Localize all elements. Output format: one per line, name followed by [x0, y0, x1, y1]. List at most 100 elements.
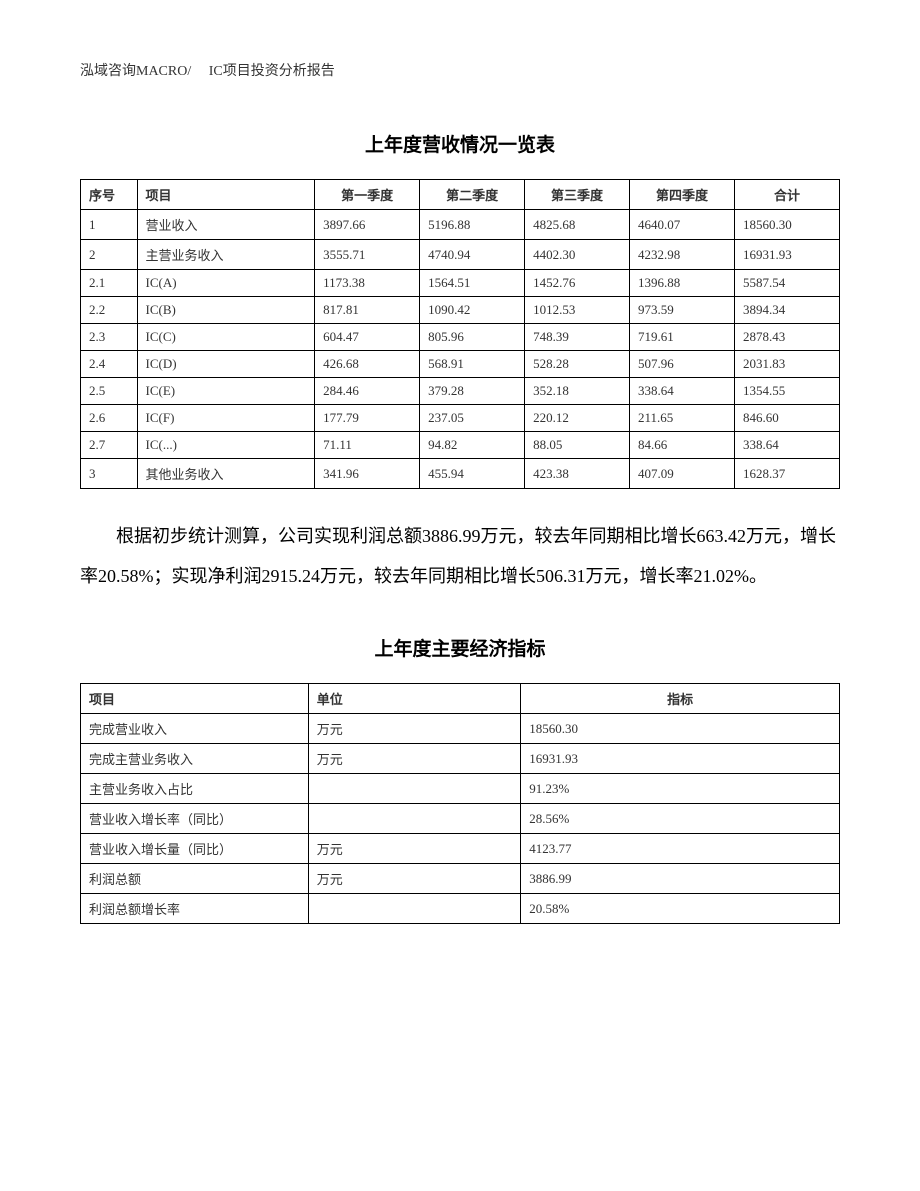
col-header: 第二季度 — [420, 180, 525, 210]
table-cell: 万元 — [308, 744, 521, 774]
col-header: 第一季度 — [315, 180, 420, 210]
table-cell: 2031.83 — [734, 351, 839, 378]
table-cell: 4232.98 — [630, 240, 735, 270]
table-cell: 利润总额增长率 — [81, 894, 309, 924]
table-cell: 426.68 — [315, 351, 420, 378]
table-cell: 20.58% — [521, 894, 840, 924]
table-cell: IC(E) — [137, 378, 315, 405]
table-cell: 338.64 — [734, 432, 839, 459]
table-cell: 万元 — [308, 834, 521, 864]
revenue-table: 序号 项目 第一季度 第二季度 第三季度 第四季度 合计 1营业收入3897.6… — [80, 179, 840, 489]
col-header: 指标 — [521, 684, 840, 714]
table-cell: 846.60 — [734, 405, 839, 432]
table-cell: 237.05 — [420, 405, 525, 432]
table-cell: 3894.34 — [734, 297, 839, 324]
page-header: 泓域咨询MACRO/ IC项目投资分析报告 — [80, 60, 840, 80]
table-cell: 4123.77 — [521, 834, 840, 864]
table-cell: 604.47 — [315, 324, 420, 351]
table-cell: 2.4 — [81, 351, 138, 378]
table-cell: 341.96 — [315, 459, 420, 489]
table-cell: 4402.30 — [525, 240, 630, 270]
col-header: 项目 — [81, 684, 309, 714]
table-row: 3其他业务收入341.96455.94423.38407.091628.37 — [81, 459, 840, 489]
table-cell: 其他业务收入 — [137, 459, 315, 489]
table1-title: 上年度营收情况一览表 — [80, 130, 840, 157]
table-cell: 5587.54 — [734, 270, 839, 297]
table-cell: 1628.37 — [734, 459, 839, 489]
table-row: 主营业务收入占比91.23% — [81, 774, 840, 804]
table-row: 营业收入增长率（同比） 28.56% — [81, 804, 840, 834]
table-cell: 2878.43 — [734, 324, 839, 351]
table-cell: 2.5 — [81, 378, 138, 405]
table-cell: 177.79 — [315, 405, 420, 432]
table-cell — [308, 894, 521, 924]
table-cell: 完成主营业务收入 — [81, 744, 309, 774]
table-cell: 528.28 — [525, 351, 630, 378]
indicators-table: 项目 单位 指标 完成营业收入万元18560.30完成主营业务收入万元16931… — [80, 683, 840, 924]
table-cell: 284.46 — [315, 378, 420, 405]
table-cell: 营业收入 — [137, 210, 315, 240]
table-cell: 2.7 — [81, 432, 138, 459]
table2-title: 上年度主要经济指标 — [80, 634, 840, 661]
table-cell: 完成营业收入 — [81, 714, 309, 744]
table-cell: 营业收入增长率（同比） — [81, 804, 309, 834]
table-cell: 1 — [81, 210, 138, 240]
table-cell: IC(F) — [137, 405, 315, 432]
table-cell: 407.09 — [630, 459, 735, 489]
table-cell: 423.38 — [525, 459, 630, 489]
table-cell: 利润总额 — [81, 864, 309, 894]
table-row: 1营业收入3897.665196.884825.684640.0718560.3… — [81, 210, 840, 240]
table-cell: IC(...) — [137, 432, 315, 459]
table-row: 2主营业务收入3555.714740.944402.304232.9816931… — [81, 240, 840, 270]
col-header: 项目 — [137, 180, 315, 210]
table-cell: 2.2 — [81, 297, 138, 324]
table-cell: 2.6 — [81, 405, 138, 432]
table-cell: 3886.99 — [521, 864, 840, 894]
table-cell — [308, 804, 521, 834]
table-cell: 1452.76 — [525, 270, 630, 297]
table-cell: 16931.93 — [734, 240, 839, 270]
table-cell: 338.64 — [630, 378, 735, 405]
table-cell: IC(A) — [137, 270, 315, 297]
table-cell: 4825.68 — [525, 210, 630, 240]
table-cell: 1173.38 — [315, 270, 420, 297]
table-cell — [308, 774, 521, 804]
table-cell: 379.28 — [420, 378, 525, 405]
table-cell: 3897.66 — [315, 210, 420, 240]
table-cell: 2.1 — [81, 270, 138, 297]
table-cell: 4640.07 — [630, 210, 735, 240]
table-cell: 4740.94 — [420, 240, 525, 270]
table-cell: IC(C) — [137, 324, 315, 351]
table-cell: 1564.51 — [420, 270, 525, 297]
table-cell: 91.23% — [521, 774, 840, 804]
table-cell: 28.56% — [521, 804, 840, 834]
table-row: 利润总额增长率 20.58% — [81, 894, 840, 924]
body-paragraph: 根据初步统计测算，公司实现利润总额3886.99万元，较去年同期相比增长663.… — [80, 517, 840, 596]
table-cell: 3 — [81, 459, 138, 489]
col-header: 合计 — [734, 180, 839, 210]
table1-body: 1营业收入3897.665196.884825.684640.0718560.3… — [81, 210, 840, 489]
table-row: 2.3IC(C)604.47805.96748.39719.612878.43 — [81, 324, 840, 351]
table-cell: 507.96 — [630, 351, 735, 378]
table-cell: 94.82 — [420, 432, 525, 459]
table-cell: 万元 — [308, 864, 521, 894]
table-cell: 1090.42 — [420, 297, 525, 324]
table-cell: 211.65 — [630, 405, 735, 432]
table-header-row: 项目 单位 指标 — [81, 684, 840, 714]
table-row: 2.2IC(B)817.811090.421012.53973.593894.3… — [81, 297, 840, 324]
table-row: 2.6IC(F)177.79237.05220.12211.65846.60 — [81, 405, 840, 432]
table-header-row: 序号 项目 第一季度 第二季度 第三季度 第四季度 合计 — [81, 180, 840, 210]
table-cell: 2.3 — [81, 324, 138, 351]
table-cell: 84.66 — [630, 432, 735, 459]
table-row: 营业收入增长量（同比）万元4123.77 — [81, 834, 840, 864]
table-row: 2.1IC(A)1173.381564.511452.761396.885587… — [81, 270, 840, 297]
table-cell: 3555.71 — [315, 240, 420, 270]
col-header: 第四季度 — [630, 180, 735, 210]
table-row: 2.4IC(D)426.68568.91528.28507.962031.83 — [81, 351, 840, 378]
table-cell: 973.59 — [630, 297, 735, 324]
table-cell: IC(B) — [137, 297, 315, 324]
col-header: 序号 — [81, 180, 138, 210]
table-cell: 88.05 — [525, 432, 630, 459]
table-cell: 1396.88 — [630, 270, 735, 297]
table-cell: 748.39 — [525, 324, 630, 351]
